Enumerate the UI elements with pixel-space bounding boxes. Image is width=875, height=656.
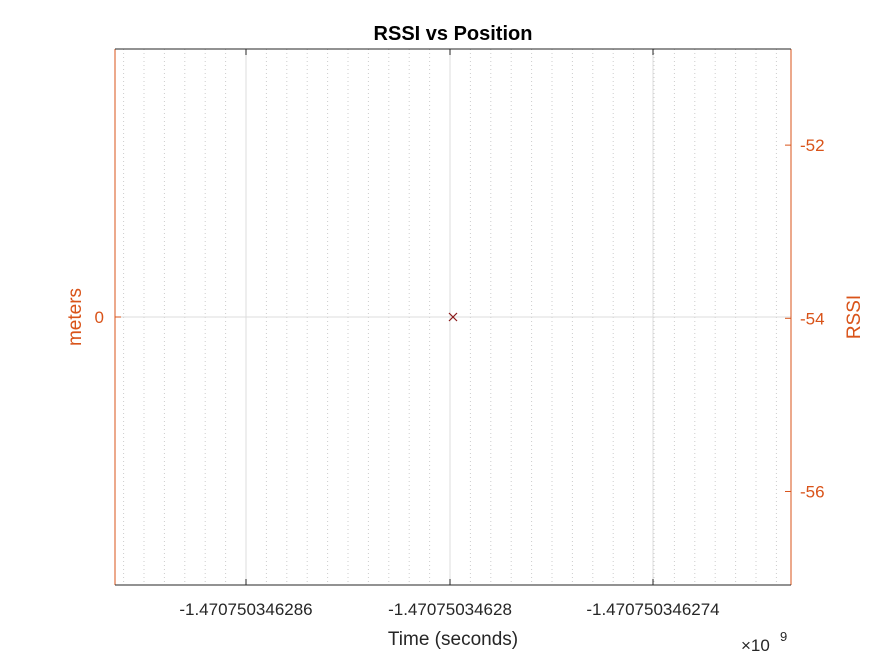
data-point-marker xyxy=(448,312,458,322)
x-axis-label: Time (seconds) xyxy=(388,629,518,650)
x-exponent-superscript: 9 xyxy=(780,629,787,644)
left-y-axis-label: meters xyxy=(65,288,86,346)
axis-labels: -1.470750346286 -1.47075034628 -1.47075034… xyxy=(65,136,865,655)
major-grid xyxy=(115,49,791,585)
marker-stroke-b xyxy=(448,312,458,322)
right-y-tick-label: -56 xyxy=(800,482,825,501)
chart-title: RSSI vs Position xyxy=(374,23,533,45)
data-marks xyxy=(448,312,458,322)
right-y-tick-label: -54 xyxy=(800,309,825,328)
x-tick-label: -1.47075034628 xyxy=(388,600,512,619)
left-y-tick-label: 0 xyxy=(95,308,104,327)
x-tick-label: -1.470750346286 xyxy=(179,600,312,619)
right-y-axis-label: RSSI xyxy=(844,295,865,339)
x-exponent-label: ×10 xyxy=(741,636,770,655)
right-y-tick-label: -52 xyxy=(800,136,825,155)
x-tick-label: -1.470750346274 xyxy=(586,600,719,619)
axis-ticks xyxy=(115,49,791,585)
